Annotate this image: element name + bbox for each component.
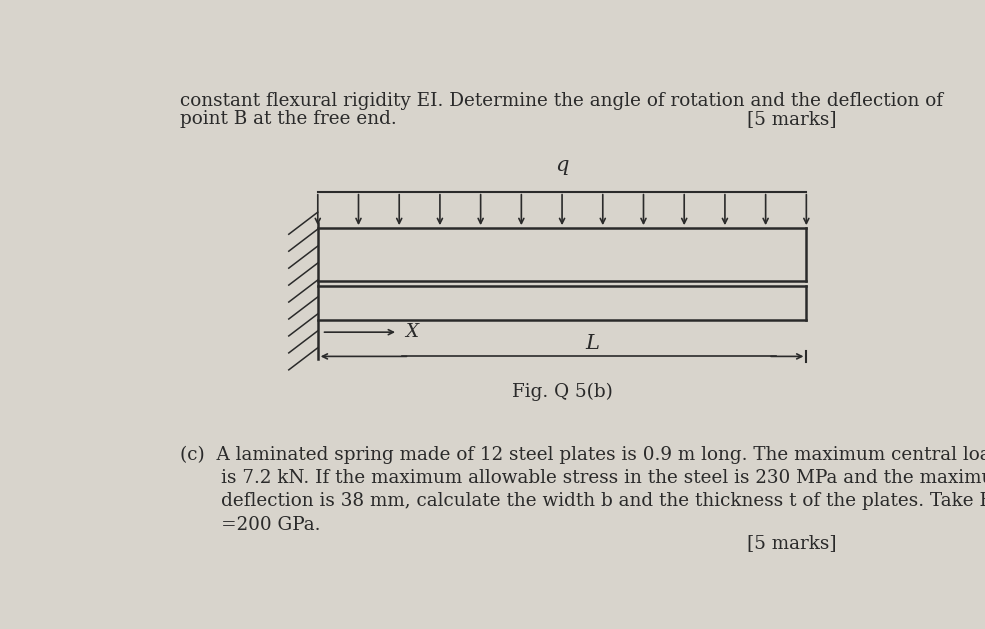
Text: [5 marks]: [5 marks] — [748, 110, 837, 128]
Text: Fig. Q 5(b): Fig. Q 5(b) — [511, 383, 613, 401]
Text: point B at the free end.: point B at the free end. — [180, 110, 397, 128]
Text: deflection is 38 mm, calculate the width b and the thickness t of the plates. Ta: deflection is 38 mm, calculate the width… — [180, 493, 985, 511]
Text: is 7.2 kN. If the maximum allowable stress in the steel is 230 MPa and the maxim: is 7.2 kN. If the maximum allowable stre… — [180, 469, 985, 487]
Text: X: X — [406, 323, 419, 341]
Text: q: q — [556, 156, 568, 175]
Text: L: L — [586, 333, 600, 352]
Text: constant flexural rigidity EI. Determine the angle of rotation and the deflectio: constant flexural rigidity EI. Determine… — [180, 92, 944, 111]
Text: =200 GPa.: =200 GPa. — [180, 516, 321, 534]
Text: (c)  A laminated spring made of 12 steel plates is 0.9 m long. The maximum centr: (c) A laminated spring made of 12 steel … — [180, 446, 985, 464]
Text: [5 marks]: [5 marks] — [748, 534, 837, 552]
